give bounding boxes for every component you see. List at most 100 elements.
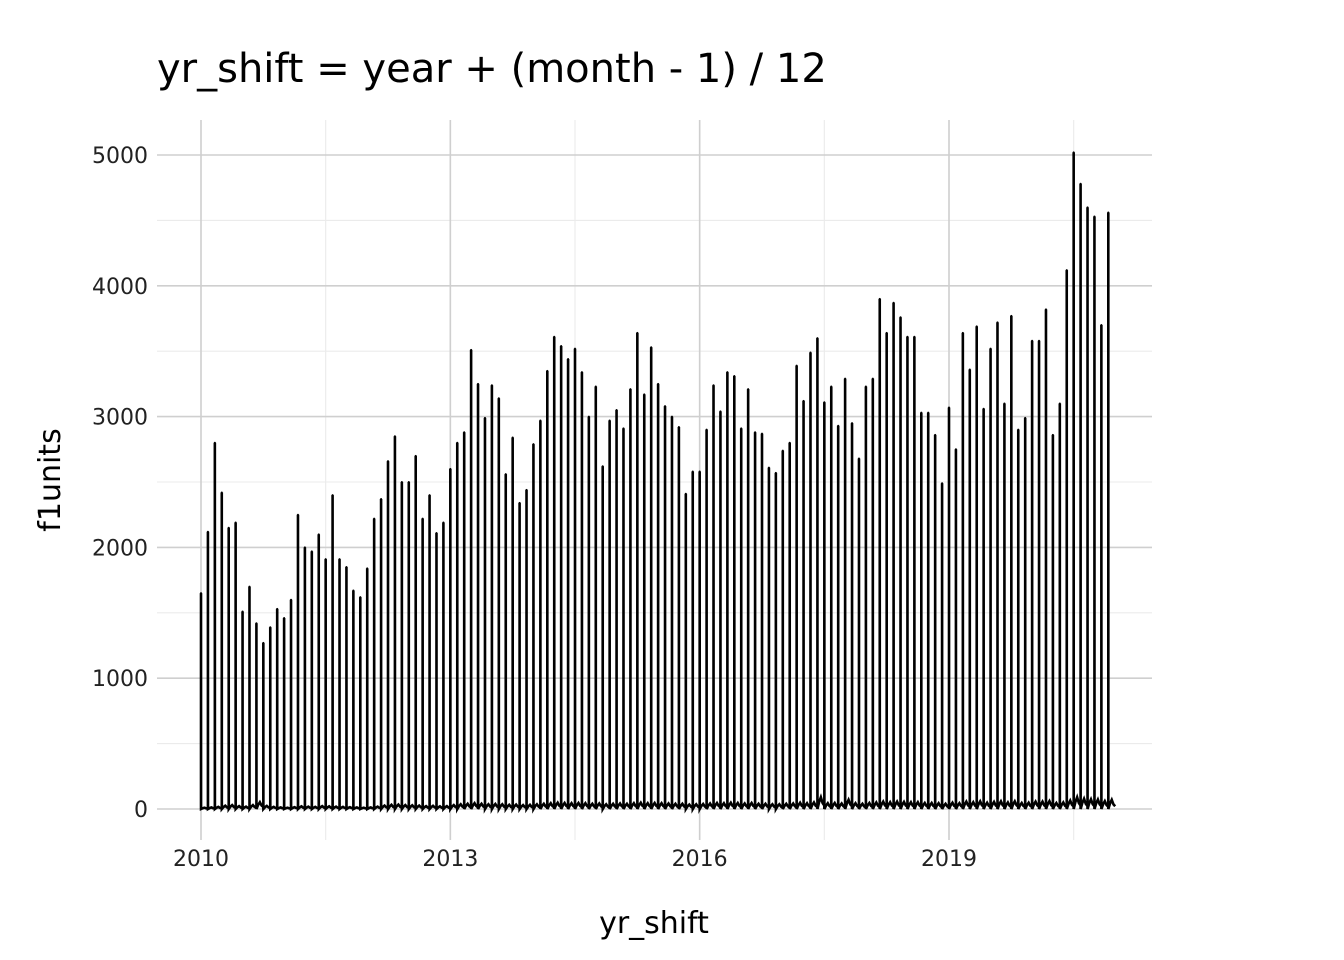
data-point-peak (657, 382, 660, 385)
y-tick-label: 0 (134, 798, 148, 823)
data-point-peak (920, 411, 923, 414)
data-point-peak (1024, 416, 1027, 419)
data-point-peak (255, 622, 258, 625)
data-point-peak (407, 481, 410, 483)
data-point-peak (878, 297, 881, 300)
data-point-peak (525, 488, 528, 491)
data-point-peak (234, 521, 237, 524)
series-layer (199, 151, 1117, 814)
data-point-peak (1065, 269, 1068, 272)
data-point-peak (871, 377, 874, 380)
data-point-peak (511, 436, 514, 439)
data-point-peak (1058, 402, 1061, 405)
data-point-peak (719, 410, 722, 413)
data-point-peak (553, 335, 556, 338)
x-axis-tick-labels: 2010 2013 2016 2019 (173, 847, 977, 872)
data-point-peak (913, 335, 916, 338)
data-point-peak (587, 415, 590, 418)
data-point-peak (470, 348, 473, 351)
data-point-peak (1031, 339, 1034, 342)
y-tick-label: 1000 (92, 667, 148, 692)
data-point-peak (857, 457, 860, 460)
data-point-peak (608, 419, 611, 422)
data-point-peak (885, 331, 888, 334)
data-point-peak (961, 331, 964, 334)
x-tick-label: 2019 (921, 847, 977, 872)
data-point-peak (754, 431, 757, 434)
data-point-peak (968, 368, 971, 371)
data-point-peak (726, 371, 729, 374)
y-tick-label: 3000 (92, 406, 148, 431)
data-point-peak (1003, 402, 1006, 405)
data-point-peak (892, 301, 895, 304)
data-point-peak (823, 401, 826, 404)
data-point-peak (483, 416, 486, 419)
data-point-peak (650, 346, 653, 349)
data-point-peak (504, 473, 507, 476)
data-point-peak (948, 406, 950, 409)
data-point-peak (532, 443, 535, 446)
data-point-peak (296, 513, 299, 516)
data-point-peak (837, 424, 840, 427)
data-point-peak (276, 607, 279, 610)
minor-gridlines-y (157, 219, 1152, 745)
y-tick-label: 2000 (92, 536, 148, 561)
data-point-peak (463, 431, 466, 434)
data-point-peak (1044, 308, 1047, 311)
data-point-peak (996, 321, 999, 324)
data-point-peak (428, 494, 431, 497)
data-point-peak (345, 566, 348, 569)
data-point-peak (677, 426, 680, 429)
data-point-peak (1072, 151, 1075, 154)
data-point-peak (283, 617, 286, 620)
data-point-peak (767, 466, 770, 469)
data-point-peak (1093, 215, 1096, 218)
data-point-peak (373, 517, 376, 520)
data-point-peak (844, 377, 847, 380)
data-point-peak (567, 358, 570, 361)
data-point-peak (975, 325, 978, 328)
data-point-peak (456, 441, 459, 444)
data-point-peak (1038, 339, 1041, 342)
data-point-peak (989, 347, 992, 350)
data-point-peak (546, 369, 549, 372)
data-point-peak (497, 397, 500, 400)
data-point-peak (705, 428, 708, 431)
y-tick-label: 5000 (92, 144, 148, 169)
data-point-peak (518, 501, 521, 504)
data-point-peak (712, 384, 715, 387)
data-point-peak (927, 411, 930, 414)
data-point-peak (934, 433, 937, 436)
data-point-peak (1017, 428, 1020, 431)
data-point-peak (490, 384, 493, 387)
data-point-peak (338, 558, 341, 561)
data-point-peak (740, 427, 743, 430)
data-point-peak (220, 491, 223, 494)
data-point-peak (580, 371, 583, 374)
data-point-peak (366, 567, 369, 570)
data-point-peak (761, 432, 763, 435)
data-point-peak (206, 530, 209, 533)
data-point-peak (636, 331, 639, 334)
x-tick-label: 2016 (672, 847, 728, 872)
data-point-peak (1010, 314, 1013, 317)
data-point-peak (906, 335, 909, 338)
data-point-peak (615, 409, 618, 412)
data-point-peak (809, 351, 812, 354)
data-point-peak (851, 422, 854, 425)
data-point-peak (262, 641, 265, 644)
series-line (199, 152, 1117, 814)
data-point-peak (747, 388, 750, 391)
data-point-peak (414, 454, 417, 457)
data-point-peak (310, 550, 313, 553)
data-point-peak (421, 517, 424, 520)
data-point-peak (442, 521, 445, 524)
data-point-peak (629, 388, 632, 391)
data-point-peak (899, 316, 902, 319)
data-point-peak (449, 467, 452, 470)
y-tick-label: 4000 (92, 275, 148, 300)
data-point-peak (387, 460, 389, 463)
data-point-peak (982, 407, 985, 410)
data-point-peak (380, 498, 383, 500)
